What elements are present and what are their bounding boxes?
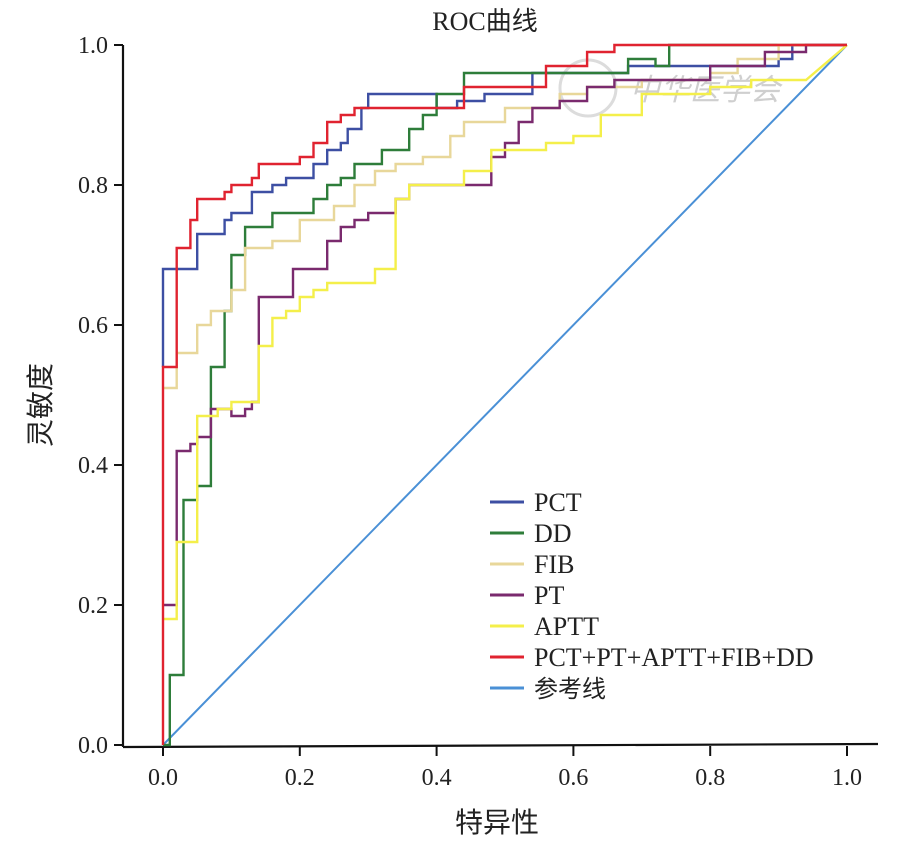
- y-tick-label: 1.0: [78, 33, 108, 59]
- legend-label: 参考线: [534, 675, 606, 703]
- x-tick-label: 1.0: [832, 765, 862, 791]
- series-line-4: [163, 44, 848, 621]
- x-tick-label: 0.4: [422, 765, 452, 791]
- legend-label: DD: [534, 519, 572, 548]
- x-tick-label: 0.2: [285, 765, 315, 791]
- y-tick-label: 0.8: [78, 173, 108, 199]
- series-layer: [161, 43, 848, 747]
- x-ticks: 0.0 0.2 0.4 0.6 0.8 1.0: [148, 746, 862, 791]
- y-tick-label: 0.2: [78, 593, 108, 619]
- watermark: 中华医学会: [630, 73, 783, 108]
- legend-label: PT: [534, 581, 564, 610]
- legend-label: FIB: [534, 550, 574, 579]
- series-line-3: [163, 43, 847, 607]
- y-tick-label: 0.0: [78, 733, 108, 759]
- series-line-1: [163, 43, 847, 747]
- legend-label: PCT+PT+APTT+FIB+DD: [534, 643, 814, 672]
- y-axis-title: 灵敏度: [24, 363, 57, 447]
- legend-label: PCT: [534, 488, 582, 517]
- y-ticks: 0.0 0.2 0.4 0.6 0.8 1.0: [78, 33, 123, 759]
- x-axis: [122, 742, 879, 749]
- legend-label: APTT: [534, 612, 599, 641]
- x-tick-label: 0.6: [558, 765, 588, 791]
- y-tick-label: 0.4: [78, 453, 108, 479]
- series-line-6: [162, 44, 848, 746]
- x-axis-title: 特异性: [455, 806, 539, 839]
- chart-title: ROC曲线: [432, 7, 537, 36]
- x-tick-label: 0.0: [148, 765, 178, 791]
- x-tick-label: 0.8: [695, 765, 725, 791]
- series-line-5: [161, 43, 847, 745]
- y-tick-label: 0.6: [78, 313, 108, 339]
